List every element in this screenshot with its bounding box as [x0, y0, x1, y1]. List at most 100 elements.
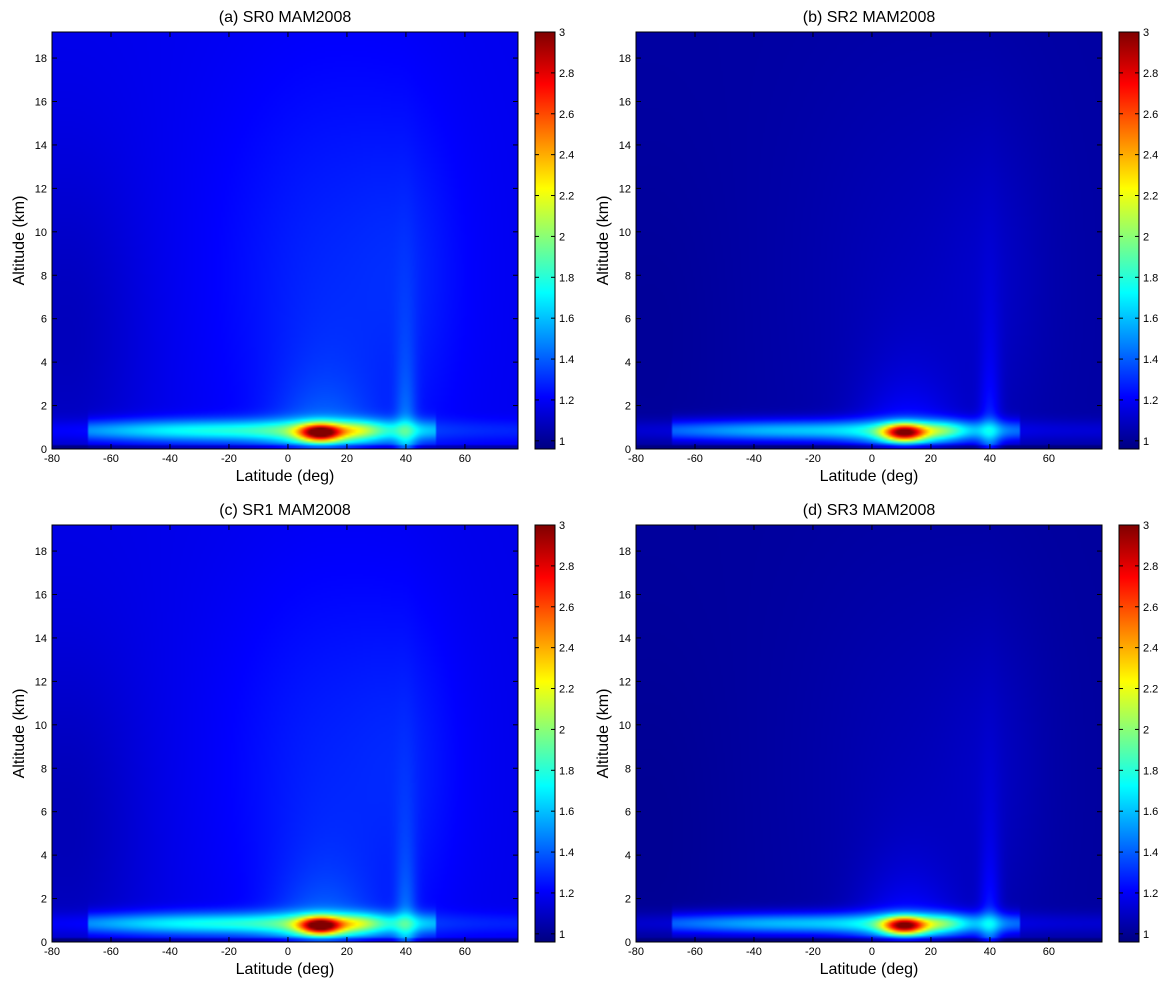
- colorbar-tick-label: 1: [1143, 929, 1149, 941]
- heatmap-field: [52, 525, 518, 942]
- colorbar-tick-label: 3: [1143, 520, 1149, 532]
- y-tick-label: 2: [625, 894, 631, 906]
- colorbar: [1118, 31, 1140, 450]
- x-tick-label: -80: [628, 453, 644, 465]
- x-tick-label: -20: [221, 453, 237, 465]
- colorbar-tick-label: 2: [1143, 724, 1149, 736]
- x-tick-label: -40: [746, 453, 762, 465]
- y-tick-label: 14: [35, 633, 47, 645]
- colorbar: [534, 524, 556, 943]
- y-axis-label: Altitude (km): [11, 196, 28, 286]
- y-tick-label: 10: [619, 720, 631, 732]
- y-tick-label: 12: [619, 676, 631, 688]
- y-tick-label: 18: [619, 53, 631, 65]
- colorbar-tick-label: 1.8: [559, 272, 574, 284]
- colorbar-tick-label: 1.2: [559, 395, 574, 407]
- colorbar-tick-label: 3: [559, 520, 565, 532]
- colorbar-tick-label: 2.4: [1143, 150, 1158, 162]
- x-tick-label: -40: [162, 453, 178, 465]
- y-tick-label: 0: [625, 937, 631, 949]
- plot-frame: [51, 524, 519, 943]
- plot-frame: [51, 31, 519, 450]
- y-axis-label: Altitude (km): [11, 689, 28, 779]
- colorbar-tick-label: 1.6: [1143, 806, 1158, 818]
- colorbar-tick-label: 1: [559, 929, 565, 941]
- heatmap-field: [52, 32, 518, 449]
- colorbar-tick-label: 1.2: [1143, 888, 1158, 900]
- y-tick-label: 12: [619, 183, 631, 195]
- chart-title: (a) SR0 MAM2008: [219, 9, 352, 26]
- colorbar-tick-label: 2.4: [559, 643, 574, 655]
- colorbar-tick-label: 2.6: [1143, 109, 1158, 121]
- heatmap-field: [636, 32, 1102, 449]
- x-tick-label: -20: [805, 453, 821, 465]
- panel-a: (a) SR0 MAM2008 -80 -60 -40 -20 0 20 40 60 0 2 4 6 8 1…: [0, 0, 584, 493]
- chart-title: (c) SR1 MAM2008: [219, 502, 351, 519]
- y-tick-label: 4: [625, 850, 631, 862]
- heatmap-field: [636, 525, 1102, 942]
- colorbar-tick-label: 3: [559, 27, 565, 39]
- panel-c: (c) SR1 MAM2008 -80 -60 -40 -20 0 20 40 60 0 2 4 6 8 1…: [0, 493, 584, 986]
- heatmap-chart-b: (b) SR2 MAM2008 -80 -60 -40 -20 0 20 40 60 0 2 4 6 8 1…: [595, 9, 1158, 485]
- x-tick-label: 60: [459, 453, 471, 465]
- y-tick-label: 16: [35, 97, 47, 109]
- y-tick-label: 16: [619, 97, 631, 109]
- colorbar-tick-label: 1.4: [1143, 847, 1158, 859]
- y-tick-label: 6: [625, 807, 631, 819]
- y-tick-label: 10: [619, 227, 631, 239]
- x-axis-label: Latitude (deg): [236, 961, 335, 978]
- x-tick-label: 20: [341, 946, 353, 958]
- colorbar-tick-label: 1.6: [559, 806, 574, 818]
- colorbar-tick-label: 1.4: [559, 847, 574, 859]
- colorbar-tick-label: 2: [559, 231, 565, 243]
- chart-title: (b) SR2 MAM2008: [803, 9, 936, 26]
- y-tick-label: 16: [619, 590, 631, 602]
- y-tick-label: 18: [35, 546, 47, 558]
- x-tick-label: -80: [44, 946, 60, 958]
- y-tick-label: 4: [625, 357, 631, 369]
- x-tick-label: -60: [687, 946, 703, 958]
- x-tick-label: -20: [805, 946, 821, 958]
- y-tick-label: 6: [41, 807, 47, 819]
- y-tick-label: 16: [35, 590, 47, 602]
- colorbar-tick-label: 2.8: [559, 68, 574, 80]
- y-tick-label: 4: [41, 357, 47, 369]
- y-tick-label: 18: [35, 53, 47, 65]
- panel-d: (d) SR3 MAM2008 -80 -60 -40 -20 0 20 40 60 0 2 4 6 8 1…: [584, 493, 1168, 986]
- chart-title: (d) SR3 MAM2008: [803, 502, 936, 519]
- x-tick-label: 0: [869, 946, 875, 958]
- colorbar-tick-label: 2.6: [559, 602, 574, 614]
- y-tick-label: 0: [625, 444, 631, 456]
- heatmap-chart-a: (a) SR0 MAM2008 -80 -60 -40 -20 0 20 40 60 0 2 4 6 8 1…: [11, 9, 574, 485]
- colorbar-tick-label: 1.2: [559, 888, 574, 900]
- colorbar-tick-label: 1.8: [559, 765, 574, 777]
- y-axis-label: Altitude (km): [595, 689, 612, 779]
- x-axis-label: Latitude (deg): [820, 468, 919, 485]
- x-axis-label: Latitude (deg): [236, 468, 335, 485]
- y-tick-label: 8: [625, 763, 631, 775]
- y-tick-label: 8: [41, 270, 47, 282]
- x-tick-label: 20: [925, 453, 937, 465]
- colorbar-tick-label: 2.2: [559, 684, 574, 696]
- x-tick-label: 60: [459, 946, 471, 958]
- x-tick-label: 20: [925, 946, 937, 958]
- colorbar-tick-label: 1.2: [1143, 395, 1158, 407]
- colorbar-tick-label: 2.2: [1143, 684, 1158, 696]
- colorbar-tick-label: 1.6: [559, 313, 574, 325]
- colorbar: [534, 31, 556, 450]
- colorbar: [1118, 524, 1140, 943]
- colorbar-tick-label: 2.6: [1143, 602, 1158, 614]
- x-tick-label: -20: [221, 946, 237, 958]
- y-tick-label: 2: [41, 894, 47, 906]
- x-tick-label: 0: [285, 453, 291, 465]
- colorbar-tick-label: 1.8: [1143, 272, 1158, 284]
- x-tick-label: -60: [103, 453, 119, 465]
- x-tick-label: 60: [1043, 946, 1055, 958]
- y-tick-label: 0: [41, 444, 47, 456]
- y-tick-label: 18: [619, 546, 631, 558]
- x-tick-label: 40: [984, 453, 996, 465]
- y-tick-label: 10: [35, 720, 47, 732]
- colorbar-tick-label: 2.4: [559, 150, 574, 162]
- colorbar-tick-label: 1.8: [1143, 765, 1158, 777]
- colorbar-tick-label: 3: [1143, 27, 1149, 39]
